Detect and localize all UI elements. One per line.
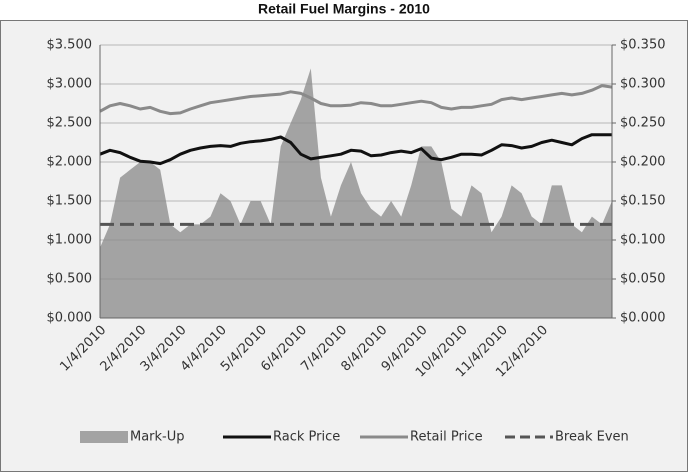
y-tick-label: $1.000 (47, 233, 93, 248)
y2-tick-label: $0.350 (620, 38, 666, 53)
line (99, 133, 612, 166)
legend-label: Rack Price (273, 430, 340, 445)
legend-label: Break Even (555, 430, 629, 445)
y2-tick-label: $0.000 (620, 311, 666, 326)
y-tick-label: $0.500 (47, 272, 93, 287)
legend-label: Mark-Up (130, 430, 185, 445)
y-tick-label: $2.500 (47, 116, 93, 131)
legend-label: Retail Price (410, 430, 483, 445)
y-tick-label: $1.500 (47, 194, 93, 209)
y-tick-label: $3.000 (47, 77, 93, 92)
line (99, 84, 613, 116)
y-tick-label: $0.000 (47, 311, 93, 326)
y2-tick-label: $0.250 (620, 116, 666, 131)
y2-tick-label: $0.300 (620, 77, 666, 92)
y2-tick-label: $0.150 (620, 194, 666, 209)
y-tick-label: $2.000 (47, 155, 93, 170)
y2-tick-label: $0.200 (620, 155, 666, 170)
area (100, 68, 612, 319)
y2-tick-label: $0.050 (620, 272, 666, 287)
legend-swatch (80, 431, 128, 443)
y-tick-label: $3.500 (47, 38, 93, 53)
chart-title: Retail Fuel Margins - 2010 (258, 1, 430, 17)
y2-tick-label: $0.100 (620, 233, 666, 248)
